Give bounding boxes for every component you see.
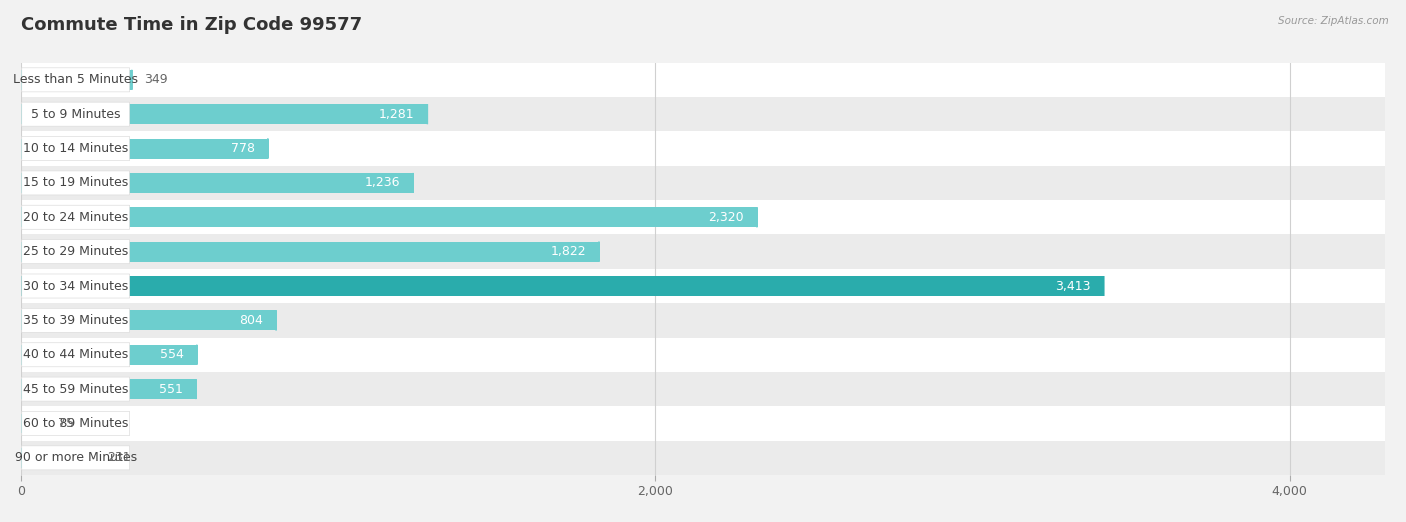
Text: 554: 554 bbox=[160, 348, 184, 361]
Bar bbox=[21, 200, 1385, 234]
FancyBboxPatch shape bbox=[21, 446, 129, 470]
Bar bbox=[21, 166, 1385, 200]
Bar bbox=[21, 448, 94, 468]
Bar bbox=[21, 303, 1385, 338]
Text: 5 to 9 Minutes: 5 to 9 Minutes bbox=[31, 108, 121, 121]
Bar bbox=[21, 372, 1385, 406]
Bar bbox=[21, 97, 1385, 132]
Bar bbox=[21, 379, 195, 399]
Bar bbox=[21, 441, 1385, 475]
FancyBboxPatch shape bbox=[21, 274, 129, 298]
Text: 40 to 44 Minutes: 40 to 44 Minutes bbox=[22, 348, 128, 361]
FancyBboxPatch shape bbox=[21, 102, 129, 126]
Text: 45 to 59 Minutes: 45 to 59 Minutes bbox=[22, 383, 128, 396]
Bar bbox=[21, 311, 276, 330]
FancyBboxPatch shape bbox=[21, 205, 129, 229]
Text: 35 to 39 Minutes: 35 to 39 Minutes bbox=[22, 314, 128, 327]
Bar bbox=[21, 345, 197, 365]
FancyBboxPatch shape bbox=[21, 137, 129, 161]
Text: 778: 778 bbox=[231, 142, 254, 155]
Bar bbox=[21, 406, 1385, 441]
FancyBboxPatch shape bbox=[21, 343, 129, 367]
Text: Commute Time in Zip Code 99577: Commute Time in Zip Code 99577 bbox=[21, 16, 363, 33]
Text: 3,413: 3,413 bbox=[1056, 279, 1091, 292]
Text: 75: 75 bbox=[58, 417, 73, 430]
FancyBboxPatch shape bbox=[21, 68, 129, 92]
Text: 804: 804 bbox=[239, 314, 263, 327]
Text: 60 to 89 Minutes: 60 to 89 Minutes bbox=[22, 417, 128, 430]
Text: 2,320: 2,320 bbox=[709, 211, 744, 224]
Text: 10 to 14 Minutes: 10 to 14 Minutes bbox=[22, 142, 128, 155]
Bar bbox=[21, 207, 756, 227]
Bar bbox=[21, 63, 1385, 97]
Text: 231: 231 bbox=[107, 452, 131, 465]
Text: 90 or more Minutes: 90 or more Minutes bbox=[14, 452, 136, 465]
Text: 20 to 24 Minutes: 20 to 24 Minutes bbox=[22, 211, 128, 224]
Text: Source: ZipAtlas.com: Source: ZipAtlas.com bbox=[1278, 16, 1389, 26]
Text: 1,236: 1,236 bbox=[366, 176, 401, 189]
Bar bbox=[21, 104, 427, 124]
FancyBboxPatch shape bbox=[21, 240, 129, 264]
Bar bbox=[21, 269, 1385, 303]
Text: 1,281: 1,281 bbox=[380, 108, 415, 121]
Text: 551: 551 bbox=[159, 383, 183, 396]
Text: 30 to 34 Minutes: 30 to 34 Minutes bbox=[22, 279, 128, 292]
Bar bbox=[21, 338, 1385, 372]
Text: 1,822: 1,822 bbox=[551, 245, 586, 258]
Bar bbox=[21, 138, 269, 159]
Bar bbox=[21, 132, 1385, 166]
Bar bbox=[21, 413, 45, 433]
Text: 25 to 29 Minutes: 25 to 29 Minutes bbox=[22, 245, 128, 258]
FancyBboxPatch shape bbox=[21, 411, 129, 435]
Bar bbox=[21, 234, 1385, 269]
Text: 349: 349 bbox=[145, 73, 169, 86]
Text: 15 to 19 Minutes: 15 to 19 Minutes bbox=[22, 176, 128, 189]
FancyBboxPatch shape bbox=[21, 377, 129, 401]
Bar bbox=[21, 70, 132, 90]
Bar bbox=[21, 242, 599, 262]
FancyBboxPatch shape bbox=[21, 171, 129, 195]
Text: Less than 5 Minutes: Less than 5 Minutes bbox=[13, 73, 138, 86]
FancyBboxPatch shape bbox=[21, 309, 129, 333]
Bar bbox=[21, 173, 413, 193]
Bar bbox=[21, 276, 1104, 296]
